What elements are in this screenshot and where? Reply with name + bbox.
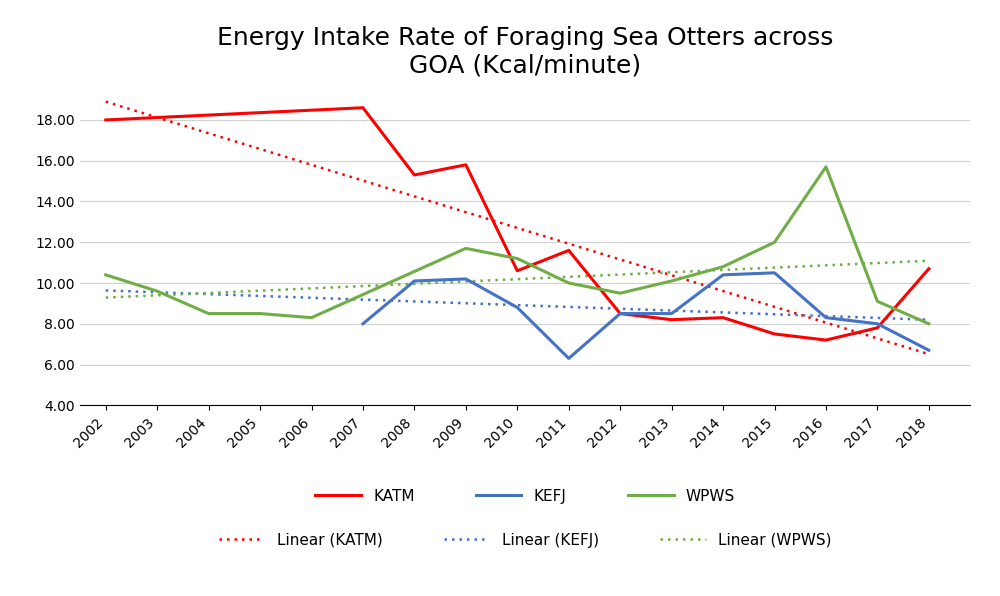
Title: Energy Intake Rate of Foraging Sea Otters across
GOA (Kcal/minute): Energy Intake Rate of Foraging Sea Otter… xyxy=(217,26,833,77)
Legend: Linear (KATM), Linear (KEFJ), Linear (WPWS): Linear (KATM), Linear (KEFJ), Linear (WP… xyxy=(213,527,837,554)
